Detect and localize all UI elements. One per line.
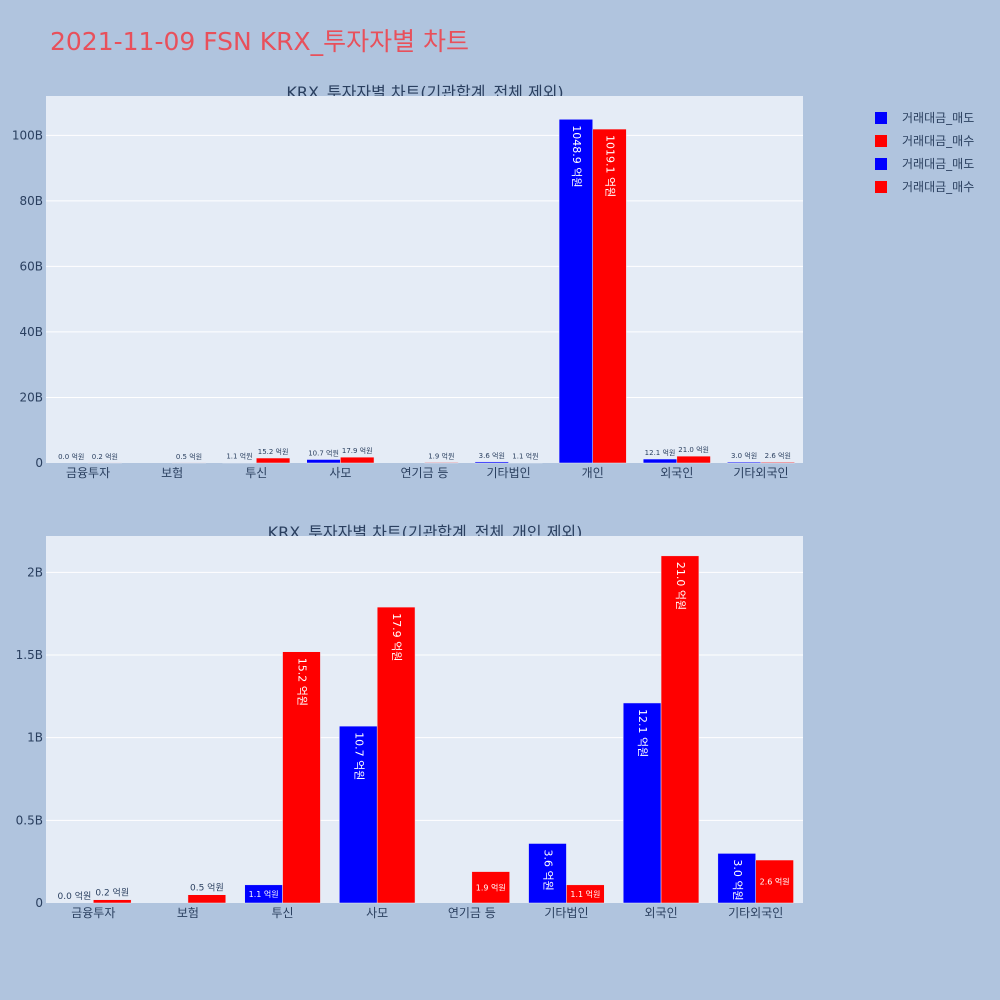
bar-value-label: 1.9 억원 bbox=[476, 882, 506, 892]
bar-value-label: 2.6 억원 bbox=[760, 877, 790, 887]
bar-value-label: 0.5 억원 bbox=[190, 882, 224, 894]
y-tick-label: 0.5B bbox=[16, 813, 43, 827]
bar-value-label: 1.1 억원 bbox=[249, 889, 279, 899]
bar bbox=[424, 462, 459, 464]
bar-value-label: 3.6 억원 bbox=[542, 849, 555, 890]
bar bbox=[306, 459, 341, 464]
bar bbox=[592, 128, 627, 464]
bar-value-label: 0.2 억원 bbox=[92, 452, 118, 461]
bar-value-label: 3.0 억원 bbox=[731, 451, 757, 460]
bar-value-label: 1.1 억원 bbox=[512, 452, 538, 461]
bar bbox=[717, 853, 756, 904]
bar-value-label: 0.0 억원 bbox=[58, 890, 92, 902]
legend-swatch-sell bbox=[875, 157, 887, 170]
x-tick-label: 기타법인 bbox=[487, 466, 531, 480]
bar bbox=[622, 702, 662, 904]
x-tick-label: 보험 bbox=[161, 466, 183, 480]
legend-item[interactable]: 거래대금_매도 bbox=[875, 152, 974, 175]
plot-area bbox=[46, 96, 803, 463]
bar bbox=[93, 899, 132, 904]
x-tick-label: 금융투자 bbox=[66, 466, 110, 480]
bar-value-label: 1.9 억원 bbox=[428, 451, 454, 460]
bar-value-label: 1.1 억원 bbox=[226, 452, 252, 461]
legend: 거래대금_매도 거래대금_매수 거래대금_매도 거래대금_매수 bbox=[875, 106, 974, 198]
bar bbox=[340, 456, 375, 464]
x-tick-label: 연기금 등 bbox=[448, 906, 496, 920]
bar-value-label: 15.2 억원 bbox=[258, 447, 289, 456]
x-tick-label: 외국인 bbox=[645, 906, 678, 920]
legend-label: 거래대금_매수 bbox=[902, 180, 975, 194]
bar bbox=[376, 606, 416, 904]
bar-value-label: 3.6 억원 bbox=[479, 451, 505, 460]
bar-value-label: 12.1 억원 bbox=[645, 448, 676, 457]
legend-label: 거래대금_매도 bbox=[902, 157, 975, 171]
x-tick-label: 금융투자 bbox=[71, 906, 115, 920]
bar bbox=[558, 119, 593, 464]
x-tick-label: 개인 bbox=[582, 466, 604, 480]
bar-value-label: 3.0 억원 bbox=[731, 859, 744, 900]
bar-value-label: 1048.9 억원 bbox=[570, 125, 583, 187]
bar bbox=[474, 461, 509, 464]
y-tick-label: 40B bbox=[19, 325, 43, 339]
legend-item[interactable]: 거래대금_매수 bbox=[875, 129, 974, 152]
bar-value-label: 12.1 억원 bbox=[636, 709, 649, 757]
y-tick-label: 80B bbox=[19, 194, 43, 208]
x-tick-label: 보험 bbox=[177, 906, 199, 920]
bar bbox=[760, 461, 795, 464]
y-tick-label: 1.5B bbox=[16, 648, 43, 662]
x-tick-label: 사모 bbox=[366, 906, 388, 920]
y-tick-label: 2B bbox=[27, 565, 43, 579]
x-tick-label: 외국인 bbox=[660, 466, 693, 480]
legend-swatch-sell bbox=[875, 111, 887, 124]
bar bbox=[528, 843, 567, 904]
bar bbox=[676, 455, 711, 464]
bar bbox=[256, 457, 291, 464]
bar-value-label: 1019.1 억원 bbox=[604, 135, 617, 197]
bar-value-label: 21.0 억원 bbox=[678, 445, 709, 454]
bar bbox=[566, 884, 605, 904]
legend-label: 거래대금_매수 bbox=[902, 134, 975, 148]
bar bbox=[727, 461, 762, 464]
bar-value-label: 0.0 억원 bbox=[58, 452, 84, 461]
bar-value-label: 1.1 억원 bbox=[570, 889, 600, 899]
bar-value-label: 10.7 억원 bbox=[352, 732, 365, 780]
y-tick-label: 1B bbox=[27, 731, 43, 745]
legend-item[interactable]: 거래대금_매도 bbox=[875, 106, 974, 129]
page-title: 2021-11-09 FSN KRX_투자자별 차트 bbox=[50, 27, 470, 56]
x-tick-label: 투신 bbox=[272, 906, 294, 920]
y-tick-label: 60B bbox=[19, 259, 43, 273]
bar-value-label: 2.6 억원 bbox=[765, 451, 791, 460]
bar-value-label: 17.9 억원 bbox=[390, 613, 403, 661]
bar bbox=[660, 555, 700, 904]
bar-value-label: 17.9 억원 bbox=[342, 446, 373, 455]
bar bbox=[282, 651, 321, 904]
bar-value-label: 10.7 억원 bbox=[308, 448, 339, 457]
bar-value-label: 0.2 억원 bbox=[95, 887, 129, 899]
y-tick-label: 20B bbox=[19, 390, 43, 404]
x-tick-label: 투신 bbox=[245, 466, 267, 480]
y-tick-label: 0 bbox=[35, 896, 43, 910]
x-tick-label: 기타외국인 bbox=[733, 466, 788, 480]
legend-swatch-buy bbox=[875, 134, 887, 147]
x-tick-label: 사모 bbox=[329, 466, 351, 480]
bar bbox=[471, 871, 510, 904]
bar bbox=[755, 859, 794, 904]
bar-value-label: 15.2 억원 bbox=[295, 658, 308, 706]
legend-label: 거래대금_매도 bbox=[902, 111, 975, 125]
y-tick-label: 0 bbox=[35, 456, 43, 470]
bar bbox=[642, 458, 678, 464]
x-tick-label: 기타법인 bbox=[544, 906, 588, 920]
bar-value-label: 21.0 억원 bbox=[674, 562, 687, 610]
legend-item[interactable]: 거래대금_매수 bbox=[875, 175, 974, 198]
y-tick-label: 100B bbox=[12, 128, 43, 142]
x-tick-label: 연기금 등 bbox=[401, 466, 449, 480]
legend-swatch-buy bbox=[875, 180, 887, 193]
x-tick-label: 기타외국인 bbox=[728, 906, 783, 920]
bar-value-label: 0.5 억원 bbox=[176, 452, 202, 461]
bar bbox=[187, 894, 227, 904]
